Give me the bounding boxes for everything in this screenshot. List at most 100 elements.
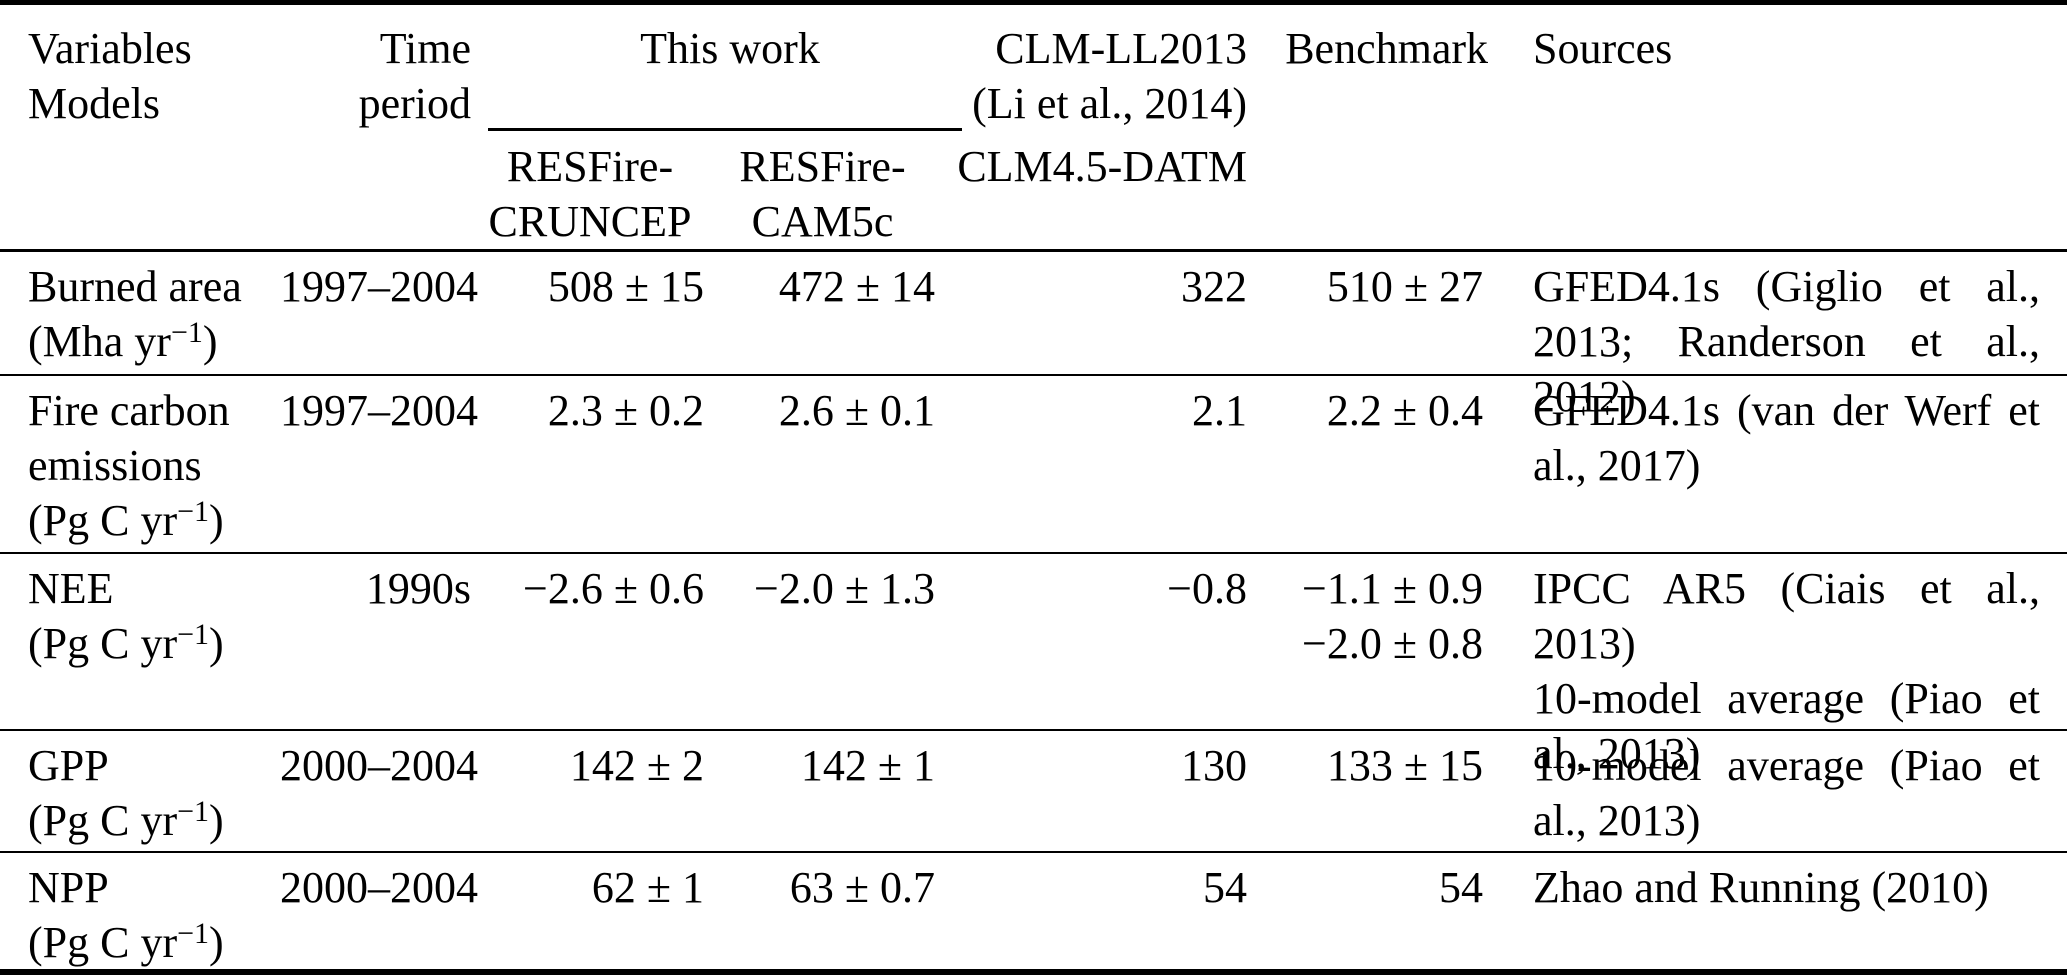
benchmark-line: 54 bbox=[1439, 863, 1483, 912]
cell-clm: 322 bbox=[1181, 262, 1247, 311]
header-resfire-cruncep: RESFire- CRUNCEP bbox=[475, 139, 705, 249]
header-variables: Variables Models bbox=[0, 21, 280, 249]
variable-name: NPP bbox=[28, 863, 109, 912]
unit-pre: (Pg C yr bbox=[28, 496, 178, 545]
header-resfire-cruncep-line1: RESFire- bbox=[506, 142, 674, 191]
benchmark-line: 510 ± 27 bbox=[1326, 262, 1483, 311]
cell-benchmark: −1.1 ± 0.9 −2.0 ± 0.8 bbox=[1250, 561, 1497, 781]
source-entry: GFED4.1s (Giglio et al., 2013; Randerson… bbox=[1533, 262, 2040, 421]
table-row: GPP (Pg C yr−1) 2000–2004 142 ± 2 142 ± … bbox=[0, 731, 2067, 853]
header-sources: Sources bbox=[1533, 24, 1673, 73]
header-resfire-cruncep-line2: CRUNCEP bbox=[488, 197, 692, 246]
cell-time: 1997–2004 bbox=[280, 262, 478, 311]
header-clm-line2: (Li et al., 2014) bbox=[972, 79, 1247, 128]
unit-sup: −1 bbox=[170, 316, 203, 349]
cell-variable: Burned area (Mha yr−1) bbox=[0, 259, 280, 424]
cell-variable: GPP (Pg C yr−1) bbox=[0, 738, 280, 851]
cell-sources: IPCC AR5 (Ciais et al., 2013) 10-model a… bbox=[1497, 561, 2067, 781]
cell-resfire-cruncep: 142 ± 2 bbox=[569, 741, 704, 790]
header-time-line2: period bbox=[358, 79, 471, 128]
cell-benchmark: 510 ± 27 bbox=[1250, 259, 1497, 424]
variable-unit: (Pg C yr−1) bbox=[28, 616, 280, 671]
unit-sup: −1 bbox=[177, 917, 210, 950]
table-row: Fire carbon emissions (Pg C yr−1) 1997–2… bbox=[0, 376, 2067, 554]
cell-variable: NPP (Pg C yr−1) bbox=[0, 860, 280, 970]
cell-resfire-cruncep: −2.6 ± 0.6 bbox=[523, 564, 704, 613]
header-benchmark: Benchmark bbox=[1285, 24, 1488, 73]
cell-resfire-cruncep: 62 ± 1 bbox=[591, 863, 704, 912]
cell-time: 1990s bbox=[365, 564, 471, 613]
unit-pre: (Pg C yr bbox=[28, 796, 178, 845]
benchmark-line: −2.0 ± 0.8 bbox=[1302, 619, 1483, 668]
cell-clm: 130 bbox=[1181, 741, 1247, 790]
benchmark-line: −1.1 ± 0.9 bbox=[1302, 564, 1483, 613]
unit-sup: −1 bbox=[177, 795, 210, 828]
unit-post: ) bbox=[209, 918, 224, 967]
cell-benchmark: 54 bbox=[1250, 860, 1497, 970]
benchmark-line: 2.2 ± 0.4 bbox=[1326, 386, 1483, 435]
cell-sources: GFED4.1s (van der Werf et al., 2017) bbox=[1497, 383, 2067, 552]
cell-variable: Fire carbon emissions (Pg C yr−1) bbox=[0, 383, 280, 552]
source-entry: Zhao and Running (2010) bbox=[1533, 863, 1989, 912]
cell-sources: 10-model average (Piao et al., 2013) bbox=[1497, 738, 2067, 851]
source-entry: GFED4.1s (van der Werf et al., 2017) bbox=[1533, 386, 2040, 490]
source-entry: 10-model average (Piao et al., 2013) bbox=[1533, 674, 2040, 778]
header-clm: CLM-LL2013 (Li et al., 2014) CLM4.5-DATM bbox=[940, 21, 1250, 249]
table-row: NEE (Pg C yr−1) 1990s −2.6 ± 0.6 −2.0 ± … bbox=[0, 554, 2067, 778]
header-resfire-cam5c: RESFire- CAM5c bbox=[705, 139, 940, 249]
cell-resfire-cam5c: 472 ± 14 bbox=[778, 262, 935, 311]
unit-post: ) bbox=[202, 317, 218, 366]
header-time: Time period bbox=[280, 21, 475, 249]
cell-sources: GFED4.1s (Giglio et al., 2013; Randerson… bbox=[1497, 259, 2067, 424]
source-entry: IPCC AR5 (Ciais et al., 2013) bbox=[1533, 564, 2040, 668]
cell-benchmark: 2.2 ± 0.4 bbox=[1250, 383, 1497, 552]
header-variables-line1: Variables bbox=[28, 24, 192, 73]
cell-clm: −0.8 bbox=[1167, 564, 1247, 613]
cell-benchmark: 133 ± 15 bbox=[1250, 738, 1497, 851]
header-time-line1: Time bbox=[379, 24, 471, 73]
benchmark-line: 133 ± 15 bbox=[1326, 741, 1483, 790]
header-resfire-cam5c-line1: RESFire- bbox=[739, 142, 906, 191]
variable-unit: (Mha yr−1) bbox=[28, 314, 280, 369]
header-variables-line2: Models bbox=[28, 79, 160, 128]
unit-pre: (Pg C yr bbox=[28, 918, 178, 967]
variable-name: Burned area bbox=[28, 262, 242, 311]
cell-resfire-cam5c: 2.6 ± 0.1 bbox=[778, 386, 935, 435]
cell-time: 1997–2004 bbox=[280, 386, 478, 435]
this-work-label: This work bbox=[640, 24, 820, 73]
this-work-rule bbox=[488, 128, 962, 131]
table-row: NPP (Pg C yr−1) 2000–2004 62 ± 1 63 ± 0.… bbox=[0, 853, 2067, 969]
cell-clm: 2.1 bbox=[1192, 386, 1247, 435]
variable-name: NEE bbox=[28, 564, 114, 613]
source-entry: 10-model average (Piao et al., 2013) bbox=[1533, 741, 2040, 845]
variable-name: Fire carbon emissions bbox=[28, 386, 230, 490]
cell-variable: NEE (Pg C yr−1) bbox=[0, 561, 280, 781]
variable-unit: (Pg C yr−1) bbox=[28, 493, 280, 548]
unit-post: ) bbox=[209, 496, 224, 545]
cell-time: 2000–2004 bbox=[280, 741, 478, 790]
cell-resfire-cruncep: 2.3 ± 0.2 bbox=[547, 386, 704, 435]
unit-sup: −1 bbox=[177, 618, 210, 651]
unit-post: ) bbox=[209, 619, 224, 668]
cell-clm: 54 bbox=[1203, 863, 1247, 912]
cell-resfire-cam5c: 63 ± 0.7 bbox=[789, 863, 935, 912]
header-this-work-group: This work RESFire- CRUNCEP RESFire- CAM5… bbox=[475, 21, 962, 249]
header-clm-sub-model: CLM4.5-DATM bbox=[957, 142, 1247, 191]
unit-sup: −1 bbox=[177, 495, 210, 528]
cell-resfire-cam5c: 142 ± 1 bbox=[800, 741, 935, 790]
variable-unit: (Pg C yr−1) bbox=[28, 915, 280, 970]
unit-post: ) bbox=[209, 796, 224, 845]
cell-time: 2000–2004 bbox=[280, 863, 478, 912]
this-work-subheaders: RESFire- CRUNCEP RESFire- CAM5c bbox=[475, 139, 940, 249]
cell-sources: Zhao and Running (2010) bbox=[1497, 860, 2067, 970]
variable-unit: (Pg C yr−1) bbox=[28, 793, 280, 848]
header-clm-line1: CLM-LL2013 bbox=[995, 24, 1247, 73]
header-resfire-cam5c-line2: CAM5c bbox=[751, 197, 894, 246]
unit-pre: (Pg C yr bbox=[28, 619, 178, 668]
unit-pre: (Mha yr bbox=[28, 317, 171, 366]
cell-resfire-cam5c: −2.0 ± 1.3 bbox=[754, 564, 935, 613]
variable-name: GPP bbox=[28, 741, 109, 790]
cell-resfire-cruncep: 508 ± 15 bbox=[547, 262, 704, 311]
